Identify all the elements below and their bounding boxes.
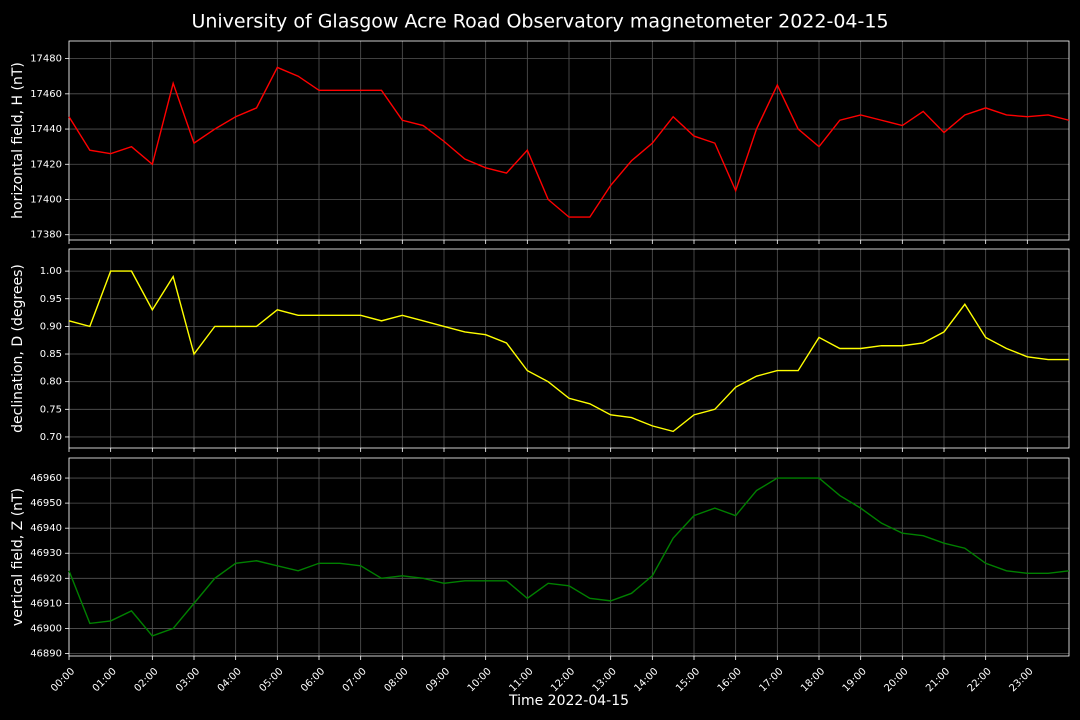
y-tick-label: 17400 <box>30 194 62 205</box>
y-tick-label: 0.90 <box>40 321 62 332</box>
y-tick-label: 0.75 <box>40 404 62 415</box>
x-tick-label: 08:00 <box>382 666 410 694</box>
x-tick-label: 11:00 <box>507 666 535 694</box>
y-tick-label: 0.95 <box>40 294 62 305</box>
x-tick-label: 10:00 <box>466 666 494 694</box>
y-tick-label: 17380 <box>30 230 62 241</box>
x-tick-label: 15:00 <box>674 666 702 694</box>
figure-title: University of Glasgow Acre Road Observat… <box>191 11 888 33</box>
y-tick-label: 0.80 <box>40 377 62 388</box>
axes-frame <box>68 457 1070 657</box>
y-tick-label: 46920 <box>30 573 62 584</box>
x-tick-label: 21:00 <box>924 666 952 694</box>
x-axis-label: Time 2022-04-15 <box>508 693 629 709</box>
y-tick-label: 17480 <box>30 54 62 65</box>
axes-frame <box>68 248 1070 449</box>
y-tick-label: 1.00 <box>40 266 62 277</box>
x-tick-label: 20:00 <box>882 666 910 694</box>
y-tick-label: 0.85 <box>40 349 62 360</box>
y-tick-label: 17420 <box>30 159 62 170</box>
x-tick-label: 23:00 <box>1007 666 1035 694</box>
y-axis-label: horizontal field, H (nT) <box>10 62 26 219</box>
y-tick-label: 46940 <box>30 523 62 534</box>
data-line <box>68 66 1070 218</box>
y-axis-label: declination, D (degrees) <box>10 264 26 433</box>
x-tick-label: 02:00 <box>132 666 160 694</box>
x-tick-label: 14:00 <box>632 666 660 694</box>
y-tick-label: 46890 <box>30 648 62 659</box>
y-tick-label: 17460 <box>30 89 62 100</box>
data-line <box>68 477 1070 637</box>
x-tick-label: 05:00 <box>257 666 285 694</box>
y-tick-label: 46960 <box>30 473 62 484</box>
x-tick-label: 13:00 <box>591 666 619 694</box>
y-tick-label: 46950 <box>30 498 62 509</box>
x-tick-label: 00:00 <box>49 666 77 694</box>
x-tick-label: 18:00 <box>799 666 827 694</box>
x-tick-label: 09:00 <box>424 666 452 694</box>
y-axis-label: vertical field, Z (nT) <box>10 488 26 626</box>
x-tick-label: 16:00 <box>716 666 744 694</box>
x-tick-label: 17:00 <box>757 666 785 694</box>
x-tick-label: 07:00 <box>341 666 369 694</box>
axes-frame <box>68 40 1070 241</box>
y-tick-label: 46900 <box>30 623 62 634</box>
x-tick-label: 22:00 <box>966 666 994 694</box>
x-tick-label: 04:00 <box>216 666 244 694</box>
y-tick-label: 46930 <box>30 548 62 559</box>
data-line <box>68 270 1069 433</box>
x-tick-label: 03:00 <box>174 666 202 694</box>
x-tick-label: 12:00 <box>549 666 577 694</box>
y-tick-label: 46910 <box>30 598 62 609</box>
x-tick-label: 01:00 <box>91 666 119 694</box>
x-tick-label: 19:00 <box>841 666 869 694</box>
y-tick-label: 0.70 <box>40 432 62 443</box>
x-tick-label: 06:00 <box>299 666 327 694</box>
y-tick-label: 17440 <box>30 124 62 135</box>
